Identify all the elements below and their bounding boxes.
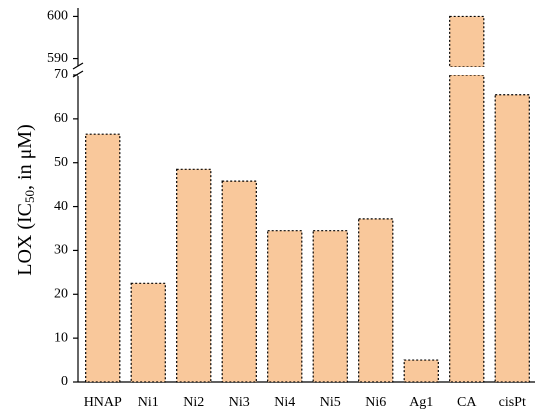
- bar: [494, 94, 530, 383]
- bar: [267, 230, 303, 383]
- x-tick-label: Ni1: [138, 395, 159, 410]
- y-tick-label: 20: [54, 287, 68, 302]
- x-tick-label: CA: [457, 395, 477, 410]
- y-tick-label: 0: [61, 374, 68, 389]
- bar-break-gap: [448, 67, 485, 75]
- bar: [221, 180, 257, 383]
- bar: [85, 133, 121, 383]
- x-tick-label: HNAP: [84, 395, 122, 410]
- bar-upper-part: [449, 15, 485, 68]
- y-tick-label: 600: [47, 9, 68, 24]
- y-tick-label: 590: [47, 51, 68, 66]
- y-tick-label: 50: [54, 155, 68, 170]
- y-tick-label: 30: [54, 243, 68, 258]
- bar: [358, 218, 394, 383]
- x-tick-label: Ni6: [365, 395, 386, 410]
- bar: [312, 230, 348, 383]
- bar-lower-part: [449, 74, 485, 383]
- y-tick-label: 40: [54, 199, 68, 214]
- x-tick-label: Ag1: [409, 395, 433, 410]
- y-label-part: , in μM): [14, 124, 36, 190]
- axis-break: [72, 62, 84, 70]
- y-tick-label: 10: [54, 330, 68, 345]
- y-axis-label: LOX (IC50, in μM): [14, 124, 37, 276]
- bar: [176, 168, 212, 383]
- x-tick-label: Ni3: [229, 395, 250, 410]
- x-tick-label: Ni4: [274, 395, 295, 410]
- y-tick-label: 70: [54, 67, 68, 82]
- axis-break: [72, 70, 84, 78]
- y-label-subscript: 50: [22, 190, 37, 203]
- bar: [403, 359, 439, 383]
- y-tick-label: 60: [54, 111, 68, 126]
- x-tick-label: Ni5: [320, 395, 341, 410]
- x-tick-label: cisPt: [499, 395, 526, 410]
- bar: [130, 282, 166, 383]
- y-label-part: LOX (IC: [14, 203, 36, 276]
- x-tick-label: Ni2: [183, 395, 204, 410]
